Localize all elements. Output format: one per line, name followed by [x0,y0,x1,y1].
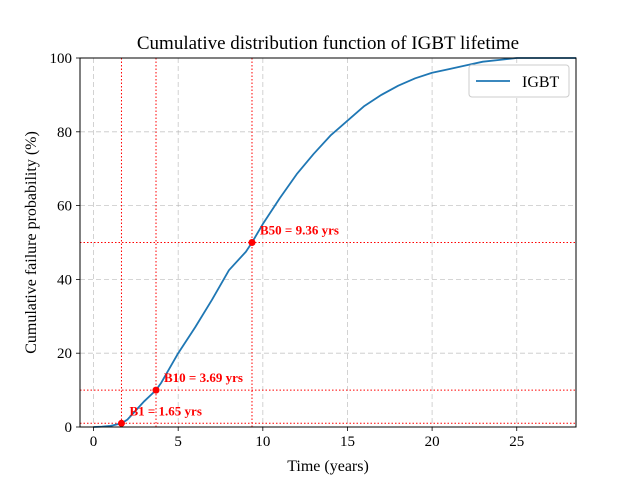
series-layer [93,57,576,428]
y-tick-label: 40 [57,272,72,288]
marker-point [152,386,160,394]
legend-label-igbt: IGBT [522,74,560,91]
legend-box [468,64,570,98]
y-tick-label: 60 [57,199,72,215]
marker-label: B10 = 3.69 yrs [164,370,243,385]
marker-label: B50 = 9.36 yrs [260,223,339,238]
y-axis-label: Cumulative failure probability (%) [23,131,40,354]
x-tick-label: 0 [90,434,98,450]
series-line-igbt [93,57,576,428]
marker-point [117,419,125,427]
y-tick-label: 100 [50,51,73,67]
x-tick-label: 20 [425,434,440,450]
plot-area-frame [79,57,577,428]
chart-title: Cumulative distribution function of IGBT… [137,33,519,54]
reference-lines [80,58,576,427]
x-tick-label: 10 [255,434,270,450]
y-tick-label: 80 [57,125,72,141]
y-tick-label: 20 [57,346,72,362]
marker-layer: B1 = 1.65 yrs B10 = 3.69 yrs B50 = 9.36 yr… [117,223,339,427]
y-tick-label: 0 [65,420,73,436]
marker-label: B1 = 1.65 yrs [129,403,201,418]
x-axis-label: Time (years) [287,458,369,475]
legend: IGBT [468,64,570,98]
x-tick-label: 5 [174,434,182,450]
axis-ticks: 0 5 10 15 20 25 0 20 40 60 80 100 [50,51,525,450]
marker-point [248,239,256,246]
x-tick-label: 25 [509,434,524,450]
x-tick-label: 15 [340,434,355,450]
